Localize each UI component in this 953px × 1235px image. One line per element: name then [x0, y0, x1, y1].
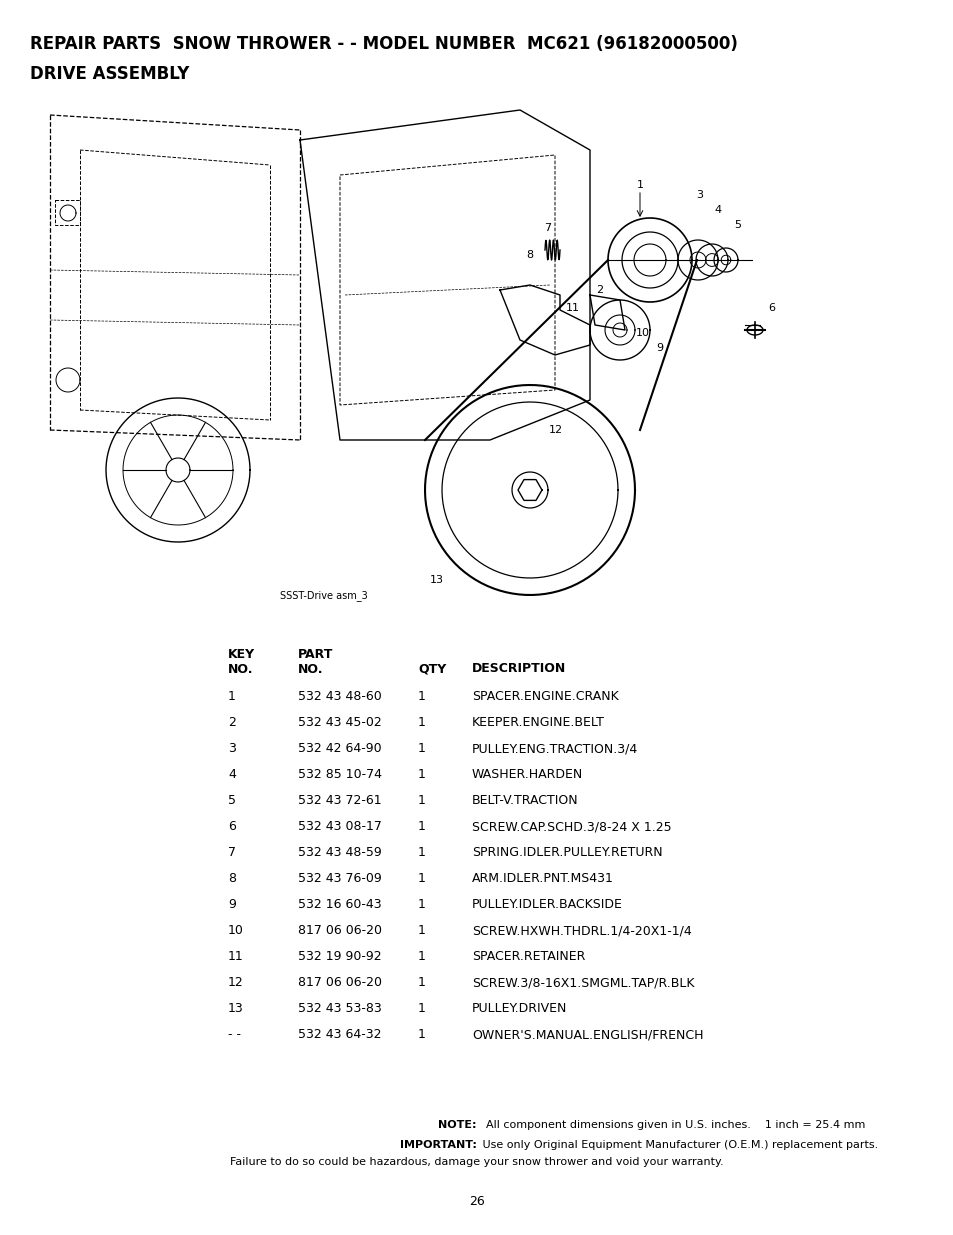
- Text: 13: 13: [430, 576, 443, 585]
- Text: OWNER'S.MANUAL.ENGLISH/FRENCH: OWNER'S.MANUAL.ENGLISH/FRENCH: [472, 1028, 702, 1041]
- Text: 8: 8: [526, 249, 533, 261]
- Text: 1: 1: [417, 690, 425, 703]
- Text: SCREW.CAP.SCHD.3/8-24 X 1.25: SCREW.CAP.SCHD.3/8-24 X 1.25: [472, 820, 671, 832]
- Text: 532 43 72-61: 532 43 72-61: [297, 794, 381, 806]
- Text: 12: 12: [548, 425, 562, 435]
- Text: 1: 1: [417, 742, 425, 755]
- Text: 532 43 53-83: 532 43 53-83: [297, 1002, 381, 1015]
- Text: SPACER.ENGINE.CRANK: SPACER.ENGINE.CRANK: [472, 690, 618, 703]
- Text: 1: 1: [417, 872, 425, 885]
- Text: 10: 10: [228, 924, 244, 937]
- Text: 4: 4: [228, 768, 235, 781]
- Text: All component dimensions given in U.S. inches.    1 inch = 25.4 mm: All component dimensions given in U.S. i…: [478, 1120, 864, 1130]
- Text: 11: 11: [228, 950, 244, 963]
- Text: 1: 1: [228, 690, 235, 703]
- Text: SPRING.IDLER.PULLEY.RETURN: SPRING.IDLER.PULLEY.RETURN: [472, 846, 662, 860]
- Text: 11: 11: [565, 303, 579, 312]
- Text: 532 43 08-17: 532 43 08-17: [297, 820, 381, 832]
- Text: 5: 5: [734, 220, 740, 230]
- Text: 13: 13: [228, 1002, 244, 1015]
- Text: 532 42 64-90: 532 42 64-90: [297, 742, 381, 755]
- Text: 1: 1: [417, 846, 425, 860]
- Text: SPACER.RETAINER: SPACER.RETAINER: [472, 950, 585, 963]
- Text: 6: 6: [768, 303, 775, 312]
- Text: SCREW.HXWH.THDRL.1/4-20X1-1/4: SCREW.HXWH.THDRL.1/4-20X1-1/4: [472, 924, 691, 937]
- Text: - -: - -: [228, 1028, 241, 1041]
- Text: 1: 1: [417, 794, 425, 806]
- Text: PULLEY.IDLER.BACKSIDE: PULLEY.IDLER.BACKSIDE: [472, 898, 622, 911]
- Text: BELT-V.TRACTION: BELT-V.TRACTION: [472, 794, 578, 806]
- Text: 532 85 10-74: 532 85 10-74: [297, 768, 381, 781]
- Text: QTY: QTY: [417, 662, 446, 676]
- Text: 10: 10: [636, 329, 649, 338]
- Text: 817 06 06-20: 817 06 06-20: [297, 924, 381, 937]
- Text: 1: 1: [417, 820, 425, 832]
- Text: 532 43 45-02: 532 43 45-02: [297, 716, 381, 729]
- Text: WASHER.HARDEN: WASHER.HARDEN: [472, 768, 582, 781]
- Text: SSST-Drive asm_3: SSST-Drive asm_3: [280, 590, 367, 601]
- Text: 1: 1: [417, 976, 425, 989]
- Text: 1: 1: [417, 1002, 425, 1015]
- Text: 532 16 60-43: 532 16 60-43: [297, 898, 381, 911]
- Text: DRIVE ASSEMBLY: DRIVE ASSEMBLY: [30, 65, 190, 83]
- Text: 532 19 90-92: 532 19 90-92: [297, 950, 381, 963]
- Text: 5: 5: [228, 794, 235, 806]
- Text: 4: 4: [714, 205, 720, 215]
- Text: 1: 1: [417, 898, 425, 911]
- Text: 7: 7: [228, 846, 235, 860]
- Text: PULLEY.ENG.TRACTION.3/4: PULLEY.ENG.TRACTION.3/4: [472, 742, 638, 755]
- Text: ARM.IDLER.PNT.MS431: ARM.IDLER.PNT.MS431: [472, 872, 613, 885]
- Text: Use only Original Equipment Manufacturer (O.E.M.) replacement parts.: Use only Original Equipment Manufacturer…: [478, 1140, 878, 1150]
- Text: 8: 8: [228, 872, 235, 885]
- Text: KEY
NO.: KEY NO.: [228, 648, 254, 676]
- Text: 1: 1: [417, 1028, 425, 1041]
- Text: 1: 1: [417, 950, 425, 963]
- Text: 532 43 64-32: 532 43 64-32: [297, 1028, 381, 1041]
- Text: 9: 9: [656, 343, 663, 353]
- Text: 3: 3: [696, 190, 702, 200]
- Text: 3: 3: [228, 742, 235, 755]
- Text: PULLEY.DRIVEN: PULLEY.DRIVEN: [472, 1002, 567, 1015]
- Text: 1: 1: [417, 924, 425, 937]
- Text: 2: 2: [228, 716, 235, 729]
- Text: 12: 12: [228, 976, 244, 989]
- Text: NOTE:: NOTE:: [438, 1120, 476, 1130]
- Text: Failure to do so could be hazardous, damage your snow thrower and void your warr: Failure to do so could be hazardous, dam…: [230, 1157, 723, 1167]
- Text: REPAIR PARTS  SNOW THROWER - - MODEL NUMBER  MC621 (96182000500): REPAIR PARTS SNOW THROWER - - MODEL NUMB…: [30, 35, 737, 53]
- Text: 6: 6: [228, 820, 235, 832]
- Text: 1: 1: [417, 768, 425, 781]
- Text: 26: 26: [469, 1195, 484, 1208]
- Text: 1: 1: [417, 716, 425, 729]
- Text: 532 43 48-60: 532 43 48-60: [297, 690, 381, 703]
- Text: PART
NO.: PART NO.: [297, 648, 333, 676]
- Text: 817 06 06-20: 817 06 06-20: [297, 976, 381, 989]
- Text: 2: 2: [596, 285, 603, 295]
- Text: 532 43 76-09: 532 43 76-09: [297, 872, 381, 885]
- Text: 9: 9: [228, 898, 235, 911]
- Text: KEEPER.ENGINE.BELT: KEEPER.ENGINE.BELT: [472, 716, 604, 729]
- Text: IMPORTANT:: IMPORTANT:: [399, 1140, 476, 1150]
- Text: DESCRIPTION: DESCRIPTION: [472, 662, 566, 676]
- Text: 7: 7: [544, 224, 551, 233]
- Text: 1: 1: [636, 180, 643, 190]
- Text: 532 43 48-59: 532 43 48-59: [297, 846, 381, 860]
- Text: SCREW.3/8-16X1.SMGML.TAP/R.BLK: SCREW.3/8-16X1.SMGML.TAP/R.BLK: [472, 976, 694, 989]
